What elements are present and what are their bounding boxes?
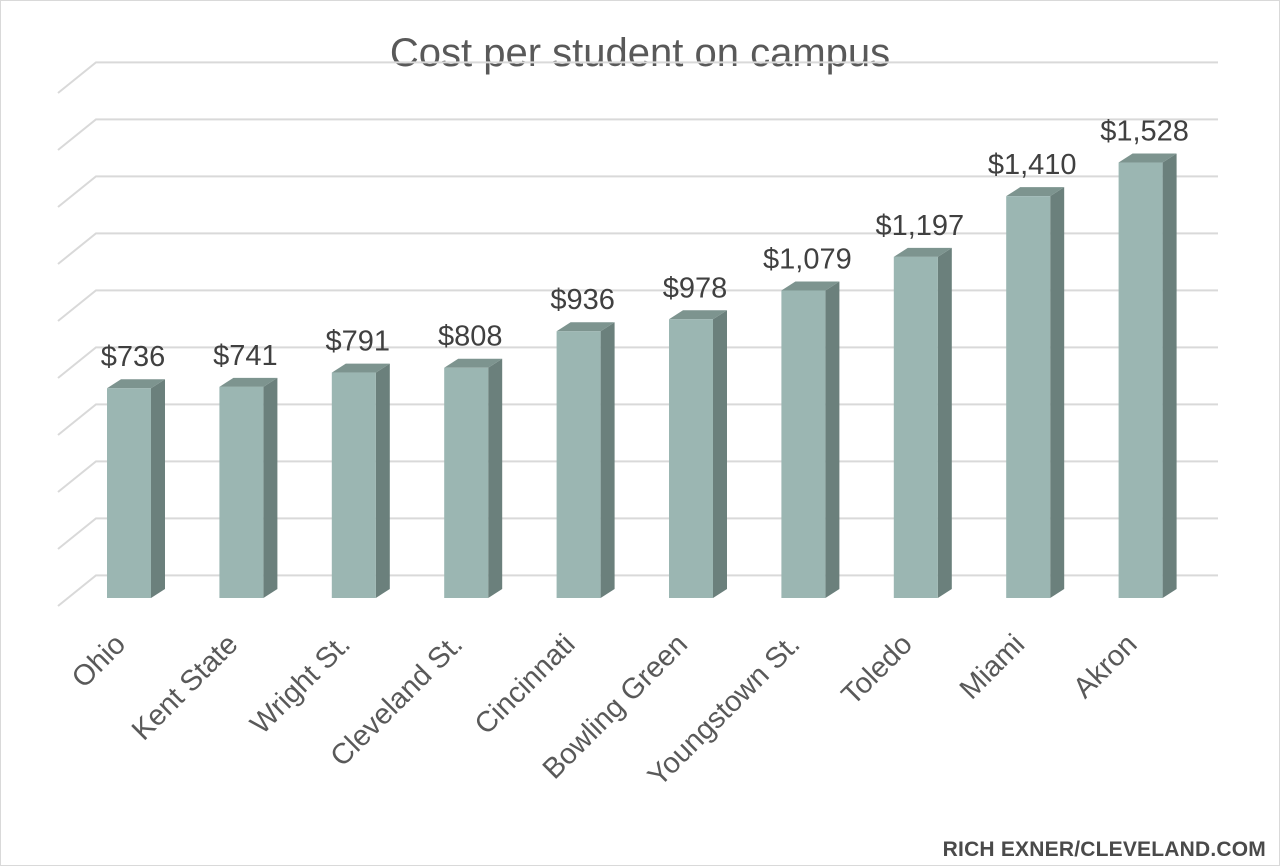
bar-front — [1118, 162, 1163, 598]
bar-top — [1006, 187, 1065, 197]
bar — [444, 358, 503, 598]
x-tick-label: Cincinnati — [469, 628, 582, 741]
bar-side — [151, 379, 165, 598]
bar-front — [781, 290, 826, 598]
bar-front — [556, 331, 601, 598]
bar-side — [713, 310, 727, 598]
x-tick-label: Akron — [1067, 628, 1143, 704]
bar — [669, 310, 727, 598]
x-tick-label: Kent State — [126, 628, 244, 746]
data-label: $1,528 — [1100, 116, 1189, 148]
bar-front — [107, 388, 151, 598]
credit-line: RICH EXNER/CLEVELAND.COM — [942, 838, 1266, 861]
bar — [556, 322, 615, 598]
bar-front — [219, 386, 264, 598]
bar-top — [669, 310, 727, 320]
gridline — [57, 232, 1218, 265]
bar — [893, 247, 952, 599]
bar-side — [937, 247, 952, 599]
data-label: $791 — [326, 326, 391, 358]
gridline — [57, 289, 1218, 322]
bar — [331, 363, 390, 598]
gridlines — [57, 61, 1218, 607]
data-label: $978 — [663, 272, 728, 304]
gridline — [57, 460, 1218, 493]
data-label: $936 — [550, 284, 615, 316]
data-labels: $736 $741 $791 $808 $936 $978 $1,079 $1,197 $1,4… — [101, 116, 1189, 374]
bar-side — [825, 281, 840, 598]
data-label: $1,410 — [988, 149, 1077, 181]
data-label: $808 — [438, 321, 503, 353]
bar-top — [893, 247, 952, 257]
bar-top — [107, 379, 165, 389]
bar — [1118, 153, 1177, 598]
bar — [781, 281, 840, 598]
bar-side — [1050, 187, 1065, 598]
bar-side — [1162, 153, 1177, 598]
bar — [107, 379, 165, 598]
bar-side — [375, 363, 390, 598]
bar-side — [488, 358, 503, 598]
gridline — [57, 517, 1218, 550]
bar-front — [893, 256, 938, 598]
gridline — [57, 346, 1218, 379]
x-tick-label: Miami — [954, 628, 1031, 705]
bar-top — [219, 377, 278, 387]
bar-front — [669, 319, 713, 598]
bar — [219, 377, 278, 598]
bar-side — [263, 377, 278, 598]
bar — [1006, 187, 1065, 598]
bar-top — [331, 363, 390, 373]
bar-front — [331, 372, 376, 598]
data-label: $736 — [101, 341, 166, 373]
gridline — [57, 403, 1218, 436]
x-tick-label: Toledo — [836, 628, 919, 711]
data-label: $1,079 — [763, 243, 852, 275]
gridline — [57, 118, 1218, 151]
data-label: $741 — [213, 340, 278, 372]
bar-top — [556, 322, 615, 332]
bar-front — [444, 367, 489, 598]
gridline — [57, 175, 1218, 208]
bars — [107, 153, 1177, 599]
x-tick-label: Wright St. — [244, 628, 356, 740]
data-label: $1,197 — [875, 210, 964, 242]
bar-top — [781, 281, 840, 291]
bar-side — [600, 322, 615, 598]
bar-front — [1006, 196, 1051, 598]
bar-top — [444, 358, 503, 368]
gridline — [57, 574, 1218, 607]
gridline — [57, 61, 1218, 94]
chart-title: Cost per student on campus — [390, 31, 890, 75]
x-tick-label: Ohio — [66, 628, 132, 694]
bar-top — [1118, 153, 1177, 163]
